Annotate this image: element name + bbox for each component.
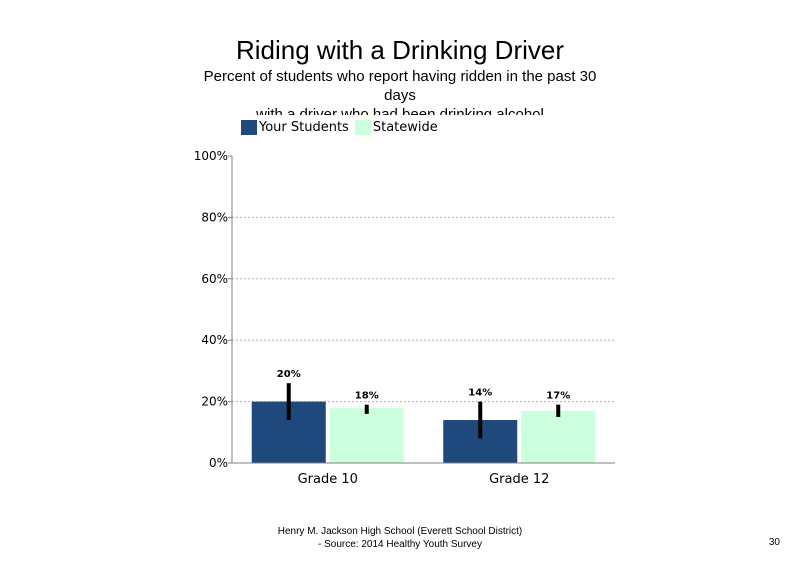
data-label: 17%: [546, 391, 570, 402]
bar-statewide-grade-10: [329, 407, 404, 463]
x-tick-label: Grade 12: [489, 472, 549, 487]
data-label: 20%: [277, 369, 301, 380]
chart-subtitle: Percent of students who report having ri…: [170, 67, 630, 115]
footer-school: Henry M. Jackson High School (Everett Sc…: [277, 526, 523, 537]
y-tick-label: 60%: [201, 272, 228, 286]
subtitle-line-3: with a driver who had been drinking alco…: [256, 106, 544, 115]
y-tick-label: 40%: [201, 333, 228, 347]
chart-legend: Your Students Statewide: [241, 119, 444, 135]
subtitle-line-1: Percent of students who report having ri…: [203, 68, 597, 85]
y-tick-label: 80%: [201, 210, 228, 224]
legend-label-your-students: Your Students: [259, 119, 349, 135]
bar-statewide-grade-12: [521, 410, 596, 463]
x-tick-label: Grade 10: [298, 472, 358, 487]
legend-swatch-statewide: [354, 119, 371, 135]
data-label: 18%: [355, 391, 379, 402]
y-tick-label: 20%: [201, 395, 228, 409]
legend-item-your-students: Your Students: [241, 119, 349, 135]
legend-swatch-your-students: [241, 119, 257, 135]
footer-source-line: - Source: 2014 Healthy Youth Survey: [318, 539, 482, 550]
subtitle-line-2: days: [384, 87, 416, 104]
data-label: 14%: [468, 388, 492, 399]
y-tick-label: 0%: [209, 456, 228, 470]
footer-source: Henry M. Jackson High School (Everett Sc…: [250, 525, 550, 551]
y-tick-label: 100%: [194, 149, 228, 163]
legend-item-statewide: Statewide: [354, 119, 438, 135]
legend-label-statewide: Statewide: [372, 119, 438, 135]
page-number: 30: [768, 537, 780, 548]
chart-title: Riding with a Drinking Driver: [236, 35, 564, 65]
